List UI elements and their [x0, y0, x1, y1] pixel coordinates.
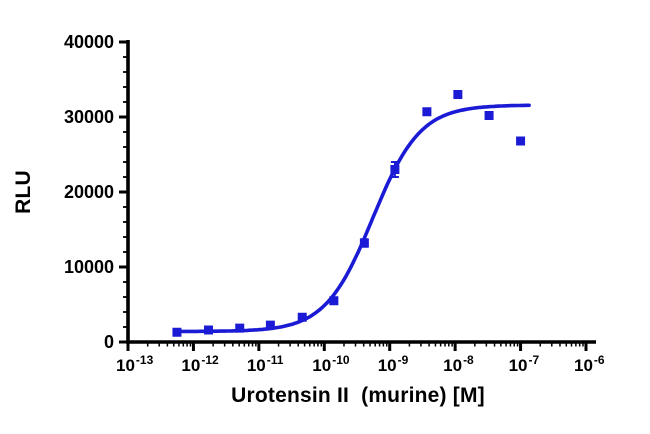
y-tick-label: 30000 [64, 107, 114, 127]
data-point [422, 107, 432, 117]
data-point [265, 320, 275, 330]
data-point [297, 312, 307, 322]
y-tick-label: 0 [104, 332, 114, 352]
data-point [329, 296, 339, 306]
x-tick-label: 10-11 [247, 353, 284, 375]
x-tick-label: 10-10 [312, 353, 350, 375]
data-point [390, 165, 400, 174]
x-tick-label: 10-8 [443, 353, 474, 375]
y-axis-title: RLU [12, 170, 35, 214]
x-tick-label: 10-12 [181, 353, 219, 375]
data-point [516, 136, 526, 146]
data-point [204, 325, 214, 335]
x-tick-label: 10-6 [574, 353, 605, 375]
x-tick-label: 10-9 [378, 353, 409, 375]
x-tick-label: 10-13 [116, 353, 154, 375]
axes [126, 40, 596, 344]
data-point [359, 238, 369, 248]
y-tick-label: 40000 [64, 32, 114, 52]
data-point [484, 111, 494, 120]
x-axis: 10-13 10-12 10-11 10-10 10-9 10-8 10-7 10-6 [116, 342, 605, 375]
data-point [235, 323, 245, 333]
x-axis-title: Urotensin II (murine) [M] [231, 384, 485, 407]
data-points [172, 90, 526, 337]
data-point [453, 90, 463, 99]
sigmoid-curve [175, 103, 531, 334]
y-tick-label: 10000 [64, 257, 114, 277]
data-point [172, 327, 182, 337]
fit-curve [175, 103, 531, 334]
x-tick-label: 10-7 [509, 353, 540, 375]
y-tick-label: 20000 [64, 182, 114, 202]
y-axis: 0 10000 20000 30000 40000 [64, 32, 128, 352]
